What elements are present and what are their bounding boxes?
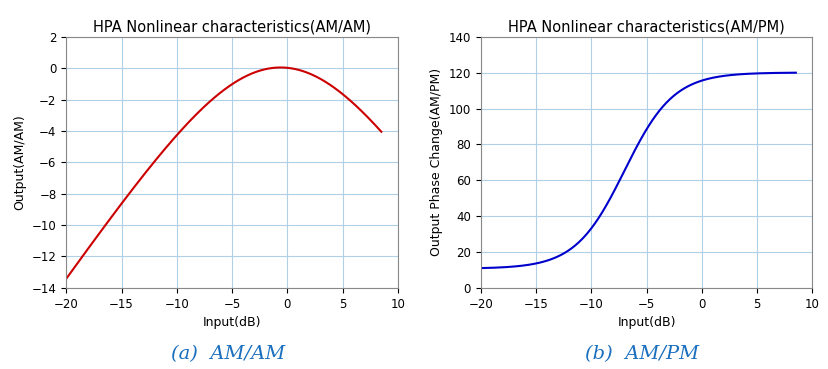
- X-axis label: Input(dB): Input(dB): [203, 316, 261, 329]
- Text: (b)  AM/PM: (b) AM/PM: [585, 345, 699, 363]
- X-axis label: Input(dB): Input(dB): [617, 316, 675, 329]
- Title: HPA Nonlinear characteristics(AM/AM): HPA Nonlinear characteristics(AM/AM): [93, 19, 371, 34]
- Y-axis label: Output(AM/AM): Output(AM/AM): [13, 114, 26, 210]
- Text: (a)  AM/AM: (a) AM/AM: [171, 345, 285, 363]
- Title: HPA Nonlinear characteristics(AM/PM): HPA Nonlinear characteristics(AM/PM): [508, 19, 784, 34]
- Y-axis label: Output Phase Change(AM/PM): Output Phase Change(AM/PM): [430, 68, 443, 256]
